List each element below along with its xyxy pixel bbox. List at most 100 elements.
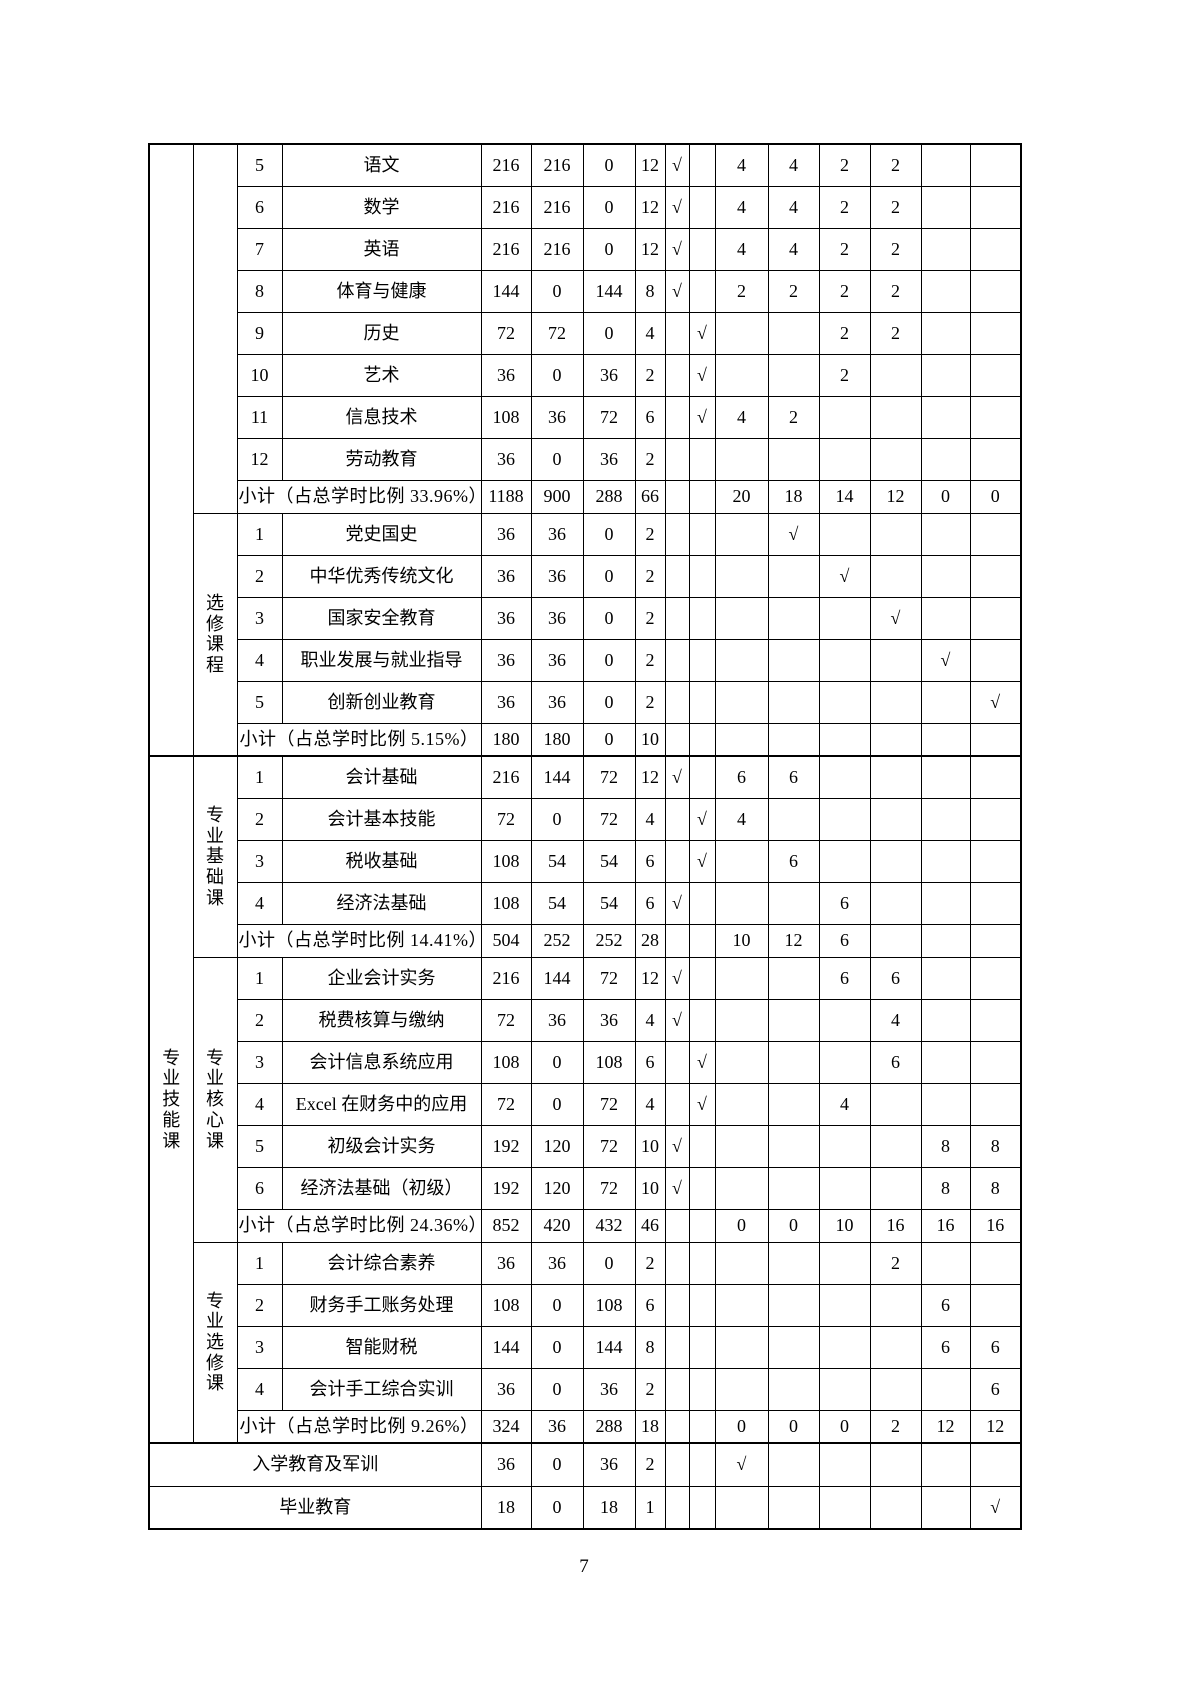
sem-1-value xyxy=(714,1241,769,1285)
sem-3-value xyxy=(818,512,871,556)
credits: 12 xyxy=(634,755,666,799)
sem-1-value: 4 xyxy=(714,143,769,187)
course-name: 党史国史 xyxy=(281,512,482,556)
sem-6-value xyxy=(969,1241,1022,1285)
table-row: 6 数学 216 216 0 12 √ 4 4 2 2 xyxy=(149,185,1022,229)
total-hours: 36 xyxy=(480,596,532,640)
sem-1-value xyxy=(714,1485,769,1530)
course-name: 税费核算与缴纳 xyxy=(281,998,482,1042)
course-number: 1 xyxy=(236,755,283,799)
credits: 2 xyxy=(634,1442,666,1487)
practice-hours: 0 xyxy=(582,185,636,229)
sem-1-value: 0 xyxy=(714,1208,769,1243)
total-hours: 36 xyxy=(480,1241,532,1285)
credits: 2 xyxy=(634,596,666,640)
practice-hours: 144 xyxy=(582,1325,636,1369)
sem-6-value xyxy=(969,923,1022,958)
practice-hours: 108 xyxy=(582,1283,636,1327)
sem-6-value: √ xyxy=(969,1485,1022,1530)
credits: 1 xyxy=(634,1485,666,1530)
total-hours: 36 xyxy=(480,680,532,724)
sem-4-value: 2 xyxy=(869,143,922,187)
sem-3-value: 2 xyxy=(818,353,871,397)
course-number: 1 xyxy=(236,1241,283,1285)
assess-check: √ xyxy=(688,353,716,397)
exam-check xyxy=(664,437,690,481)
assess-check xyxy=(688,755,716,799)
theory-hours: 216 xyxy=(530,143,584,187)
sem-4-value: 12 xyxy=(869,479,922,514)
sem-5-value xyxy=(920,227,971,271)
table-row: 专 业 技 能 课专 业 基 础 课 1 会计基础 216 144 72 12 √ 6 6 xyxy=(148,755,1022,1444)
theory-hours: 72 xyxy=(530,311,584,355)
sem-4-value xyxy=(869,797,922,841)
sem-3-value xyxy=(818,1241,871,1285)
total-hours: 324 xyxy=(480,1409,532,1444)
sem-3-value: 2 xyxy=(818,269,871,313)
sem-6-value xyxy=(969,596,1022,640)
course-number: 2 xyxy=(236,797,283,841)
sem-5-value xyxy=(920,755,971,799)
practice-hours: 36 xyxy=(582,353,636,397)
category-col-b-label: 专 业 基 础 课 xyxy=(192,755,238,958)
total-hours: 36 xyxy=(480,353,532,397)
course-number: 4 xyxy=(236,881,283,925)
table-row: 2 会计基本技能 72 0 72 4 √ 4 xyxy=(149,797,1022,841)
credits: 6 xyxy=(634,1283,666,1327)
exam-check: √ xyxy=(664,956,690,1000)
sem-3-value: 6 xyxy=(818,956,871,1000)
table-row: 小计（占总学时比例 14.41%） 504 252 252 28 10 12 6 xyxy=(149,923,1022,958)
sem-4-value xyxy=(869,512,922,556)
exam-check xyxy=(664,839,690,883)
sem-6-value xyxy=(969,956,1022,1000)
sem-5-value xyxy=(920,512,971,556)
course-number: 6 xyxy=(236,185,283,229)
sem-3-value xyxy=(818,797,871,841)
sem-1-value: √ xyxy=(714,1442,769,1487)
table-row: 5 初级会计实务 192 120 72 10 √ 8 8 xyxy=(149,1124,1022,1168)
sem-2-value xyxy=(767,1241,820,1285)
exam-check xyxy=(664,638,690,682)
total-hours: 36 xyxy=(480,1367,532,1411)
sem-1-value: 6 xyxy=(714,755,769,799)
exam-check: √ xyxy=(664,143,690,187)
credits: 4 xyxy=(634,998,666,1042)
credits: 12 xyxy=(634,143,666,187)
sem-5-value xyxy=(920,437,971,481)
course-number: 6 xyxy=(236,1166,283,1210)
sem-1-value: 4 xyxy=(714,797,769,841)
table-row: 2 财务手工账务处理 108 0 108 6 6 xyxy=(149,1283,1022,1327)
sem-5-value xyxy=(920,554,971,598)
sem-2-value: 0 xyxy=(767,1409,820,1444)
total-hours: 192 xyxy=(480,1124,532,1168)
course-name: 财务手工账务处理 xyxy=(281,1283,482,1327)
table-row: 4 Excel 在财务中的应用 72 0 72 4 √ 4 xyxy=(149,1082,1022,1126)
theory-hours: 0 xyxy=(530,1325,584,1369)
exam-check xyxy=(664,1325,690,1369)
sem-4-value: 16 xyxy=(869,1208,922,1243)
sem-2-value xyxy=(767,998,820,1042)
subtotal-label: 小计（占总学时比例 14.41%） xyxy=(236,923,482,958)
sem-4-value: 2 xyxy=(869,269,922,313)
sem-6-value: 16 xyxy=(969,1208,1022,1243)
exam-check xyxy=(664,1040,690,1084)
practice-hours: 36 xyxy=(582,1442,636,1487)
sem-1-value xyxy=(714,353,769,397)
sem-3-value xyxy=(818,1166,871,1210)
sem-4-value xyxy=(869,1082,922,1126)
course-number: 4 xyxy=(236,1367,283,1411)
theory-hours: 120 xyxy=(530,1124,584,1168)
practice-hours: 72 xyxy=(582,1082,636,1126)
exam-check xyxy=(664,479,690,514)
table-row: 2 税费核算与缴纳 72 36 36 4 √ 4 xyxy=(149,998,1022,1042)
sem-5-value xyxy=(920,395,971,439)
assess-check xyxy=(688,998,716,1042)
sem-2-value xyxy=(767,797,820,841)
sem-3-value xyxy=(818,437,871,481)
sem-5-value: 8 xyxy=(920,1124,971,1168)
sem-6-value: 8 xyxy=(969,1124,1022,1168)
course-number: 2 xyxy=(236,998,283,1042)
sem-5-value xyxy=(920,269,971,313)
exam-check xyxy=(664,1082,690,1126)
theory-hours: 216 xyxy=(530,185,584,229)
